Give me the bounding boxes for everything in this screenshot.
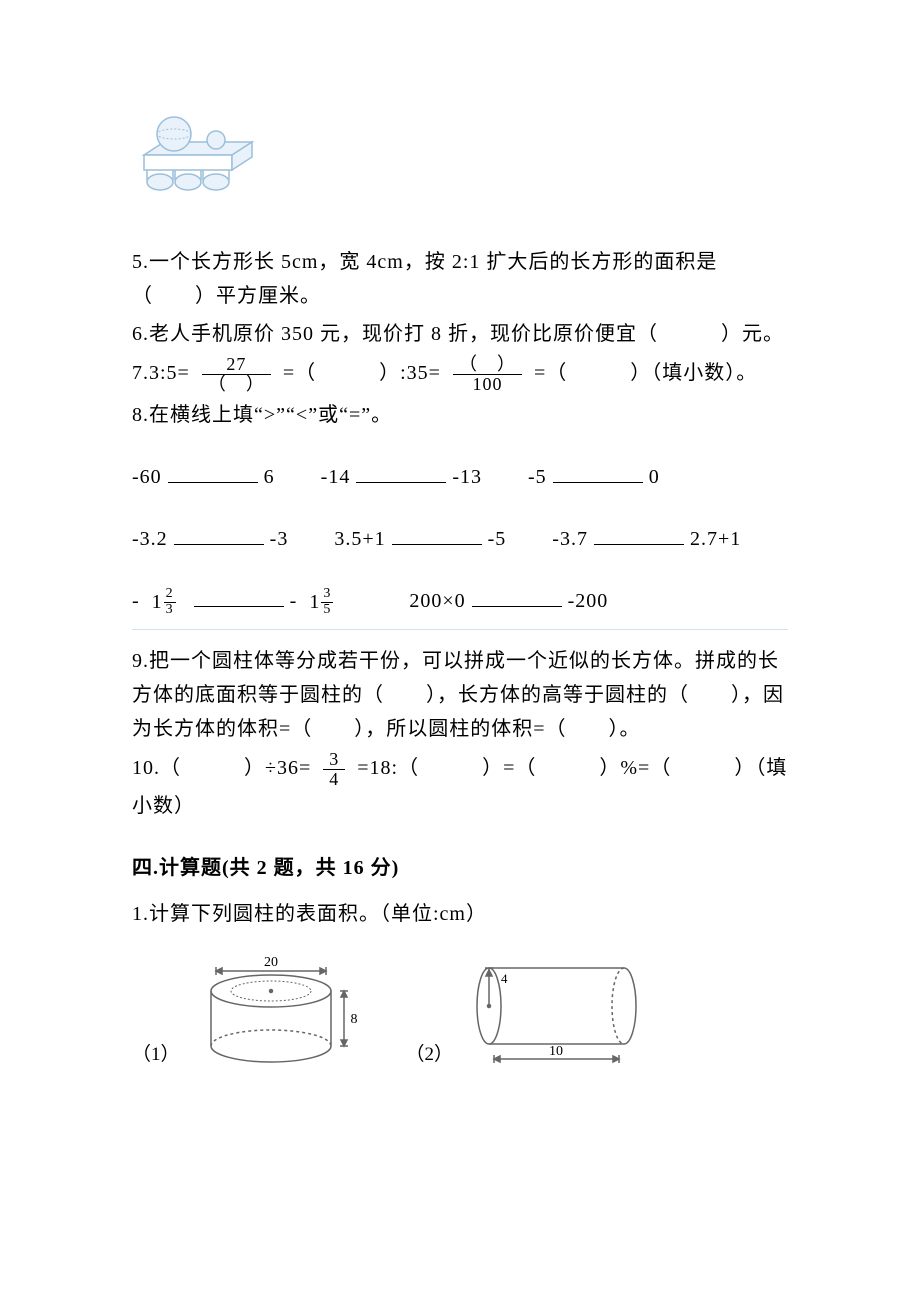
neg-sign: - xyxy=(132,590,146,612)
compare-left: -3.7 xyxy=(552,528,588,550)
section-4-q1: 1.计算下列圆柱的表面积。（单位:cm） xyxy=(132,897,788,931)
q10-fraction: 3 4 xyxy=(323,750,345,789)
compare-right: 6 xyxy=(264,466,275,488)
blank-fill[interactable] xyxy=(356,463,446,483)
blank-fill[interactable] xyxy=(168,463,258,483)
q7-tail: =（ ）（填小数）。 xyxy=(534,362,757,384)
question-8-title: 8.在横线上填“>”“<”或“=”。 xyxy=(132,398,788,432)
mixed-whole: 1 xyxy=(152,585,163,619)
mixed-fraction-1: 1 2 3 xyxy=(152,585,176,619)
fraction-numerator: 27 xyxy=(202,355,271,375)
cyl2-radius: 4 xyxy=(501,971,508,986)
compare-right: -13 xyxy=(452,466,482,488)
q7-fraction-2: （ ） 100 xyxy=(453,355,522,394)
section-4-title: 四.计算题(共 2 题，共 16 分) xyxy=(132,851,788,885)
cylinder-1-figure: 20 8 xyxy=(186,951,366,1071)
cylinder-2-wrap: （2） xyxy=(406,951,660,1071)
compare-right: -3 xyxy=(270,528,289,550)
blank-fill[interactable] xyxy=(594,525,684,545)
mixed-den: 3 xyxy=(164,603,176,618)
question-5: 5.一个长方形长 5cm，宽 4cm，按 2:1 扩大后的长方形的面积是（ ）平… xyxy=(132,245,788,313)
cyl2-length: 10 xyxy=(549,1044,563,1059)
blank-fill[interactable] xyxy=(194,587,284,607)
cylinder-2-label: （2） xyxy=(406,1039,454,1071)
q8-row-3: - 1 2 3 - 1 3 5 200×0 -200 xyxy=(132,584,788,619)
fraction-numerator: 3 xyxy=(323,750,345,770)
blank-fill[interactable] xyxy=(174,525,264,545)
q8-row-2: -3.2 -3 3.5+1 -5 -3.7 2.7+1 xyxy=(132,522,788,556)
neg-sign: - xyxy=(290,590,304,612)
q8-row-1: -60 6 -14 -13 -5 0 xyxy=(132,460,788,494)
mixed-fraction-2: 1 3 5 xyxy=(309,585,333,619)
blank-fill[interactable] xyxy=(472,587,562,607)
fraction-denominator: 100 xyxy=(453,375,522,394)
compare-left: 3.5+1 xyxy=(334,528,385,550)
solids-diagram xyxy=(132,100,272,200)
question-6: 6.老人手机原价 350 元，现价打 8 折，现价比原价便宜（ ）元。 xyxy=(132,317,788,351)
compare-left: -3.2 xyxy=(132,528,168,550)
question-7: 7.3:5= 27 （ ） =（ ）:35= （ ） 100 =（ ）（填小数）… xyxy=(132,355,788,394)
cylinder-figures: （1） xyxy=(132,951,788,1071)
mixed-num: 3 xyxy=(321,587,333,603)
exam-page: 5.一个长方形长 5cm，宽 4cm，按 2:1 扩大后的长方形的面积是（ ）平… xyxy=(0,0,920,1171)
cylinder-2-figure: 4 10 xyxy=(459,951,659,1071)
compare-right: 0 xyxy=(649,466,660,488)
compare-left: -5 xyxy=(528,466,547,488)
q10-lead: 10.（ ）÷36= xyxy=(132,757,311,779)
q7-fraction-1: 27 （ ） xyxy=(202,355,271,394)
cyl1-diameter: 20 xyxy=(264,955,278,970)
blank-fill[interactable] xyxy=(553,463,643,483)
compare-left: -60 xyxy=(132,466,162,488)
mixed-den: 5 xyxy=(321,603,333,618)
cylinder-1-label: （1） xyxy=(132,1039,180,1071)
question-9: 9.把一个圆柱体等分成若干份，可以拼成一个近似的长方体。拼成的长方体的底面积等于… xyxy=(132,644,788,746)
mixed-whole: 1 xyxy=(309,585,320,619)
compare-right: -200 xyxy=(568,590,609,612)
fraction-denominator: （ ） xyxy=(202,375,271,394)
compare-left: -14 xyxy=(321,466,351,488)
mixed-num: 2 xyxy=(164,587,176,603)
cylinder-1-wrap: （1） xyxy=(132,951,366,1071)
compare-right: -5 xyxy=(488,528,507,550)
fraction-denominator: 4 xyxy=(323,770,345,789)
fraction-numerator: （ ） xyxy=(453,355,522,375)
question-10: 10.（ ）÷36= 3 4 =18:（ ）=（ ）%=（ ）（填小数） xyxy=(132,750,788,823)
cyl1-height: 8 xyxy=(350,1012,357,1027)
blank-fill[interactable] xyxy=(392,525,482,545)
q7-lead: 7.3:5= xyxy=(132,362,190,384)
divider xyxy=(132,629,788,630)
compare-right: 2.7+1 xyxy=(690,528,741,550)
compare-left: 200×0 xyxy=(409,590,465,612)
q7-mid: =（ ）:35= xyxy=(283,362,441,384)
